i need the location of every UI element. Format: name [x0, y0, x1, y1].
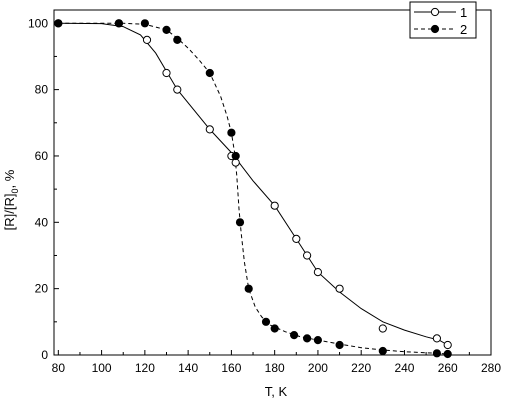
y-tick-label: 80 — [35, 83, 49, 97]
x-tick-label: 160 — [221, 361, 241, 375]
series-1-line — [58, 22, 448, 346]
y-axis-title-unit: , % — [2, 169, 17, 188]
x-tick-label: 140 — [178, 361, 198, 375]
y-axis-title-main: [R]/[R] — [2, 193, 17, 230]
series-2-point — [235, 218, 245, 227]
y-axis-title: [R]/[R]0, % — [2, 169, 20, 230]
y-tick-label: 0 — [41, 348, 48, 362]
x-tick-label: 80 — [52, 361, 66, 375]
series-1-point — [162, 68, 171, 78]
series-2-point — [227, 128, 236, 137]
series-1-point — [292, 234, 301, 243]
x-tick-label: 240 — [394, 361, 414, 375]
series-1-point — [303, 251, 312, 260]
series-2-point — [335, 340, 344, 350]
series-2-point — [231, 151, 240, 161]
series-2-point — [261, 317, 271, 326]
x-axis-title: T, K — [265, 384, 288, 399]
series-1-point — [313, 268, 322, 277]
series-2-point — [173, 35, 182, 45]
series-2-point — [244, 284, 253, 293]
series-2-point — [140, 19, 149, 28]
x-tick-label: 260 — [438, 361, 458, 375]
series-2-point — [114, 19, 124, 28]
series-2-point — [290, 331, 299, 340]
legend-label-2: 2 — [460, 22, 467, 37]
plot-frame — [53, 9, 492, 356]
x-tick-label: 200 — [308, 361, 328, 375]
legend-label-1: 1 — [460, 5, 467, 20]
x-tick-label: 180 — [265, 361, 285, 375]
series-2-point — [205, 68, 214, 78]
legend-marker-2 — [430, 24, 440, 34]
series-1-point — [142, 35, 152, 45]
series-1-point — [205, 125, 214, 134]
x-tick-label: 220 — [351, 361, 371, 375]
x-tick-label: 100 — [92, 361, 112, 375]
x-tick-label: 120 — [135, 361, 155, 375]
y-tick-label: 20 — [35, 282, 49, 296]
x-tick-label: 280 — [481, 361, 501, 375]
y-axis-title-subscript: 0 — [10, 188, 20, 193]
y-tick-label: 40 — [35, 215, 49, 229]
series-1-point — [270, 201, 279, 210]
series-1-point — [335, 284, 344, 293]
series-1-point — [173, 85, 182, 94]
series-2-point — [313, 336, 322, 345]
series-1-point — [443, 340, 452, 350]
series-2-point — [303, 334, 312, 343]
legend-box — [409, 1, 477, 39]
series-2-point — [162, 25, 171, 34]
series-2-point — [270, 324, 279, 333]
y-tick-label: 100 — [28, 16, 48, 30]
series-2-line — [58, 22, 448, 355]
series-1-point — [432, 334, 441, 343]
series-1-point — [378, 324, 387, 333]
legend-marker-1 — [430, 7, 440, 17]
series-2-point — [432, 349, 441, 358]
y-tick-label: 60 — [35, 149, 49, 163]
